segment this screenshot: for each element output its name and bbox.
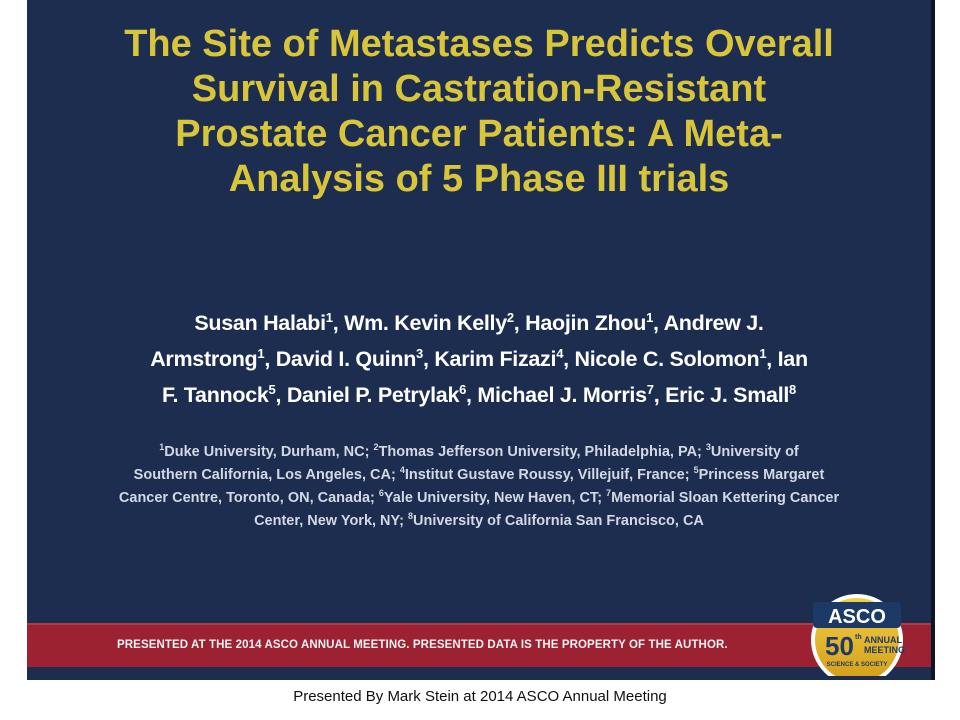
author-affil-number: 8 (789, 381, 796, 397)
affil-number: 7 (606, 488, 612, 499)
affiliation: Yale University, New Haven, CT (383, 490, 598, 506)
author-affil-number: 5 (268, 381, 276, 397)
affiliation-part: Memorial Sloan Kettering Cancer (611, 490, 840, 506)
affiliation: University of California San Francisco, … (413, 513, 704, 529)
author-name-part: F. Tannock (162, 383, 269, 407)
affiliation-line: 1Duke University, Durham, NC; 2Thomas Je… (159, 442, 799, 460)
author-affil-number: 3 (416, 345, 423, 361)
affil-number: 6 (378, 488, 384, 499)
affiliation-line: Southern California, Los Angeles, CA; 4I… (133, 465, 825, 483)
affiliation-line: Cancer Centre, Toronto, ON, Canada; 6Yal… (118, 488, 840, 506)
title-line: Survival in Castration-Resistant (191, 68, 767, 110)
affiliation-part: Center, New York, NY (254, 513, 400, 529)
title-line: Prostate Cancer Patients: A Meta- (175, 113, 783, 155)
logo-number: 50 (825, 631, 854, 661)
title-line: Analysis of 5 Phase III trials (228, 158, 730, 200)
logo-brand-box (813, 602, 901, 628)
affiliation-part: Cancer Centre, Toronto, ON, Canada (118, 490, 371, 506)
author-name: Eric J. Small (665, 383, 790, 407)
author-name: Susan Halabi (194, 311, 326, 335)
disclaimer-banner: PRESENTED AT THE 2014 ASCO ANNUAL MEETIN… (27, 623, 931, 667)
disclaimer-text: PRESENTED AT THE 2014 ASCO ANNUAL MEETIN… (117, 639, 728, 651)
affiliation: Institut Gustave Roussy, Villejuif, Fran… (404, 467, 685, 483)
author-name: Michael J. Morris (477, 383, 647, 407)
author-name: Daniel P. Petrylak (286, 383, 460, 407)
slide-title: The Site of Metastases Predicts Overall … (27, 22, 931, 202)
affiliation: Duke University, Durham, NC (164, 444, 365, 460)
affil-number: 8 (408, 511, 414, 522)
title-line: The Site of Metastases Predicts Overall (124, 23, 834, 65)
author-line: F. Tannock5, Daniel P. Petrylak6, Michae… (162, 381, 796, 407)
author-name: Wm. Kevin Kelly (344, 311, 507, 335)
author-affil-number: 6 (459, 381, 467, 397)
author-line: Armstrong1, David I. Quinn3, Karim Fizaz… (150, 345, 808, 371)
author-name-part: Ian (777, 347, 808, 371)
author-name-part: Andrew J. (663, 311, 764, 335)
author-affil-number: 1 (257, 345, 265, 361)
author-affil-number: 1 (325, 309, 333, 325)
asco-50th-logo: ASCO 50 th ANNUAL MEETING SCIENCE & SOCI… (811, 594, 905, 676)
logo-line2: MEETING (864, 645, 905, 655)
author-name: Nicole C. Solomon (574, 347, 760, 371)
author-affil-number: 4 (556, 345, 564, 361)
logo-suffix: th (855, 634, 862, 641)
logo-brand: ASCO (828, 606, 886, 628)
affiliation-list: 1Duke University, Durham, NC; 2Thomas Je… (27, 441, 931, 533)
affiliation-part: Princess Margaret (698, 467, 825, 483)
affiliation-line: Center, New York, NY; 8University of Cal… (254, 511, 704, 529)
affiliation-part: University of (710, 444, 799, 460)
slide: The Site of Metastases Predicts Overall … (27, 0, 935, 680)
author-name-part: Armstrong (150, 347, 258, 371)
author-affil-number: 1 (759, 345, 767, 361)
affil-number: 5 (693, 465, 699, 476)
affil-number: 1 (159, 442, 165, 453)
affil-number: 3 (705, 442, 711, 453)
logo-tagline: SCIENCE & SOCIETY (827, 662, 888, 668)
author-affil-number: 1 (646, 309, 653, 325)
author-name: David I. Quinn (275, 347, 417, 371)
affil-number: 2 (373, 442, 379, 453)
author-line: Susan Halabi1, Wm. Kevin Kelly2, Haojin … (194, 309, 764, 335)
affil-number: 4 (399, 465, 405, 476)
author-name: Haojin Zhou (525, 311, 647, 335)
affiliation-part: Southern California, Los Angeles, CA (133, 467, 391, 483)
author-name: Karim Fizazi (434, 347, 557, 371)
logo-line1: ANNUAL (864, 635, 902, 645)
author-list: Susan Halabi1, Wm. Kevin Kelly2, Haojin … (27, 305, 931, 413)
author-affil-number: 7 (646, 381, 654, 397)
presenter-caption: Presented By Mark Stein at 2014 ASCO Ann… (293, 688, 667, 705)
affiliation: Thomas Jefferson University, Philadelphi… (378, 444, 698, 460)
author-affil-number: 2 (506, 309, 514, 325)
